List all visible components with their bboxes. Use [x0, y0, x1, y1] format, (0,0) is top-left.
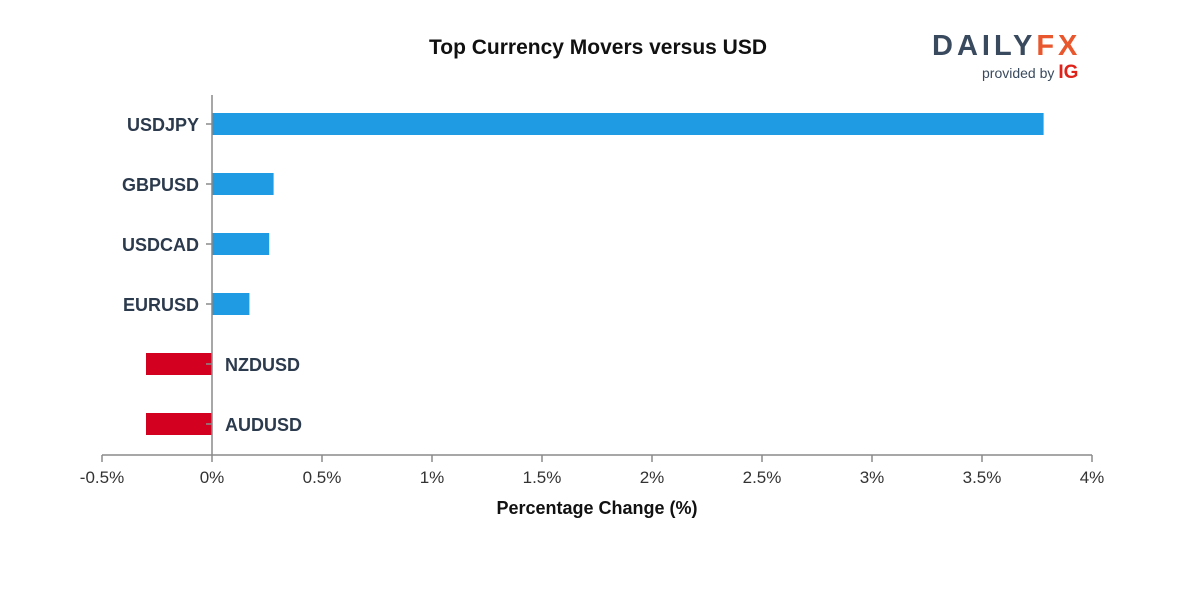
x-ticks: -0.5% 0% 0.5% 1% 1.5% 2% 2.5% 3% 3.5% 4%	[80, 455, 1105, 487]
category-label-nzdusd: NZDUSD	[225, 355, 300, 375]
x-tick-label: -0.5%	[80, 468, 124, 487]
x-tick-label: 2%	[640, 468, 665, 487]
ig-logo-text: IG	[1058, 62, 1079, 83]
category-label-gbpusd: GBPUSD	[122, 175, 199, 195]
bar-eurusd	[212, 293, 250, 315]
category-labels: USDJPY GBPUSD USDCAD EURUSD NZDUSD AUDUSD	[122, 115, 302, 435]
logo-fx-text: FX	[1036, 30, 1082, 62]
bar-audusd	[146, 413, 212, 435]
x-tick-label: 1%	[420, 468, 445, 487]
chart-title: Top Currency Movers versus USD	[429, 36, 767, 59]
dailyfx-logo: DAILYFX provided by IG	[932, 30, 1092, 84]
bar-usdcad	[212, 233, 270, 255]
x-tick-label: 1.5%	[523, 468, 562, 487]
x-tick-label: 3%	[860, 468, 885, 487]
bars-group	[146, 113, 1044, 435]
x-axis-label: Percentage Change (%)	[496, 498, 697, 518]
category-label-eurusd: EURUSD	[123, 295, 199, 315]
category-label-audusd: AUDUSD	[225, 415, 302, 435]
x-tick-label: 2.5%	[743, 468, 782, 487]
x-tick-label: 4%	[1080, 468, 1105, 487]
category-label-usdjpy: USDJPY	[127, 115, 199, 135]
x-tick-label: 0%	[200, 468, 225, 487]
logo-wordmark: DAILYFX	[932, 30, 1092, 62]
category-label-usdcad: USDCAD	[122, 235, 199, 255]
bar-gbpusd	[212, 173, 274, 195]
x-tick-label: 3.5%	[963, 468, 1002, 487]
logo-provided-by: provided by IG	[982, 62, 1092, 84]
bar-nzdusd	[146, 353, 212, 375]
bar-usdjpy	[212, 113, 1044, 135]
provided-by-text: provided by	[982, 65, 1055, 81]
x-tick-label: 0.5%	[303, 468, 342, 487]
logo-daily-text: DAILY	[932, 30, 1037, 62]
